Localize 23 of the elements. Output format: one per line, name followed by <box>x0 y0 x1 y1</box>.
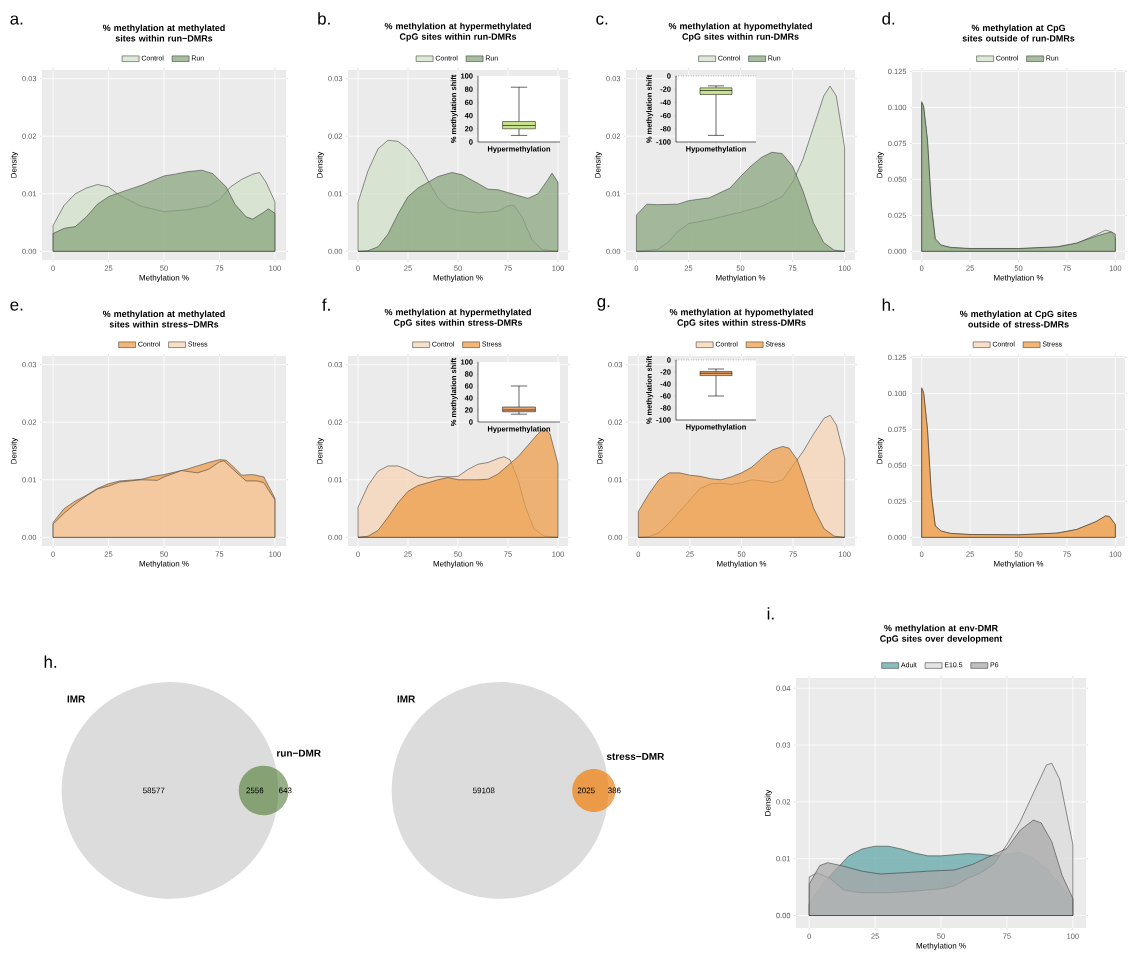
text: stress−DMR <box>606 753 665 760</box>
chart-title: % methylation at methylated sites within stress−DMRs <box>102 310 225 328</box>
chart-title: % methylation at CpG sites outside of run-DMRs <box>962 24 1075 42</box>
chart-title: % methylation at env-DMR CpG sites over development <box>880 624 1003 644</box>
text: g. <box>597 298 610 311</box>
chart-title: % methylation at CpG sites outside of stress-DMRs <box>959 310 1077 328</box>
chart-title: % methylation at hypomethylated CpG sites within stress-DMRs <box>669 308 813 328</box>
text: i. <box>767 607 774 620</box>
text: h. <box>882 298 895 311</box>
text: b. <box>318 12 330 25</box>
chart-title: % methylation at methylated sites within run−DMRs <box>102 24 225 42</box>
chart-title: % methylation at hypermethylated CpG sites within stress-DMRs <box>384 308 531 328</box>
text: IMR <box>397 695 416 703</box>
text: e. <box>10 301 23 311</box>
text: a. <box>10 15 23 25</box>
chart-title: % methylation at hypomethylated CpG sites within run-DMRs <box>668 22 812 42</box>
text: run−DMR <box>277 749 321 757</box>
text: h. <box>44 655 57 668</box>
text: c. <box>596 15 608 25</box>
text: IMR <box>67 695 86 703</box>
text: f. <box>322 298 330 311</box>
text: d. <box>882 12 895 25</box>
chart-title: % methylation at hypermethylated CpG sites within run-DMRs <box>384 22 531 42</box>
